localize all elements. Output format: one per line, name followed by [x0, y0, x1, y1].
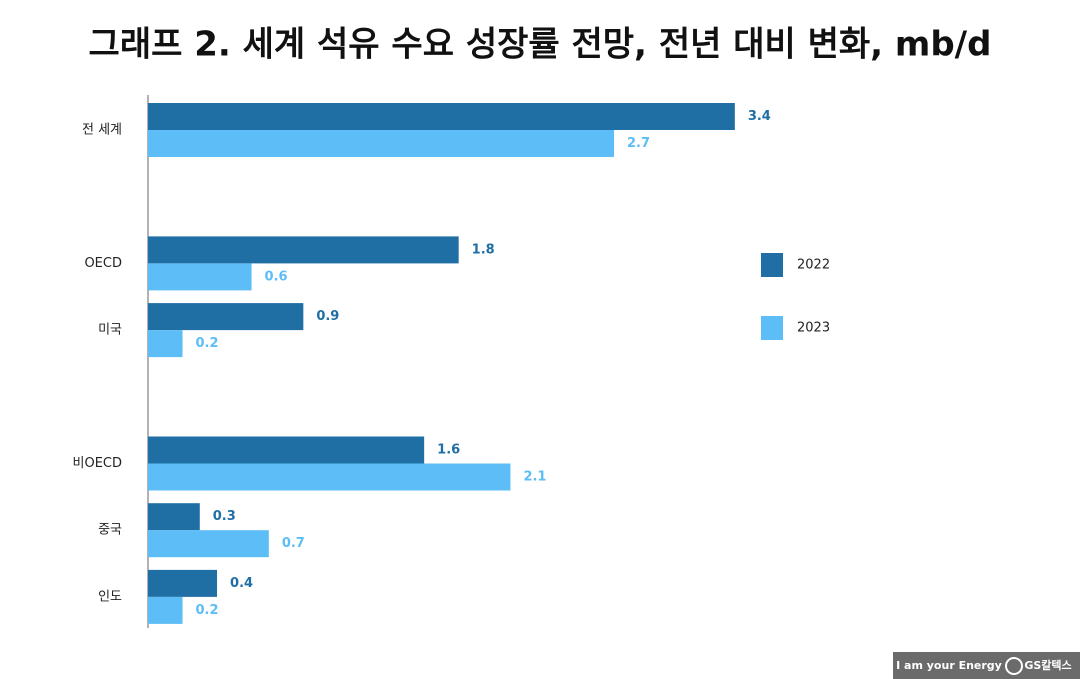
data-label: 1.8 — [472, 242, 495, 257]
y-tick-label: 인도 — [98, 589, 122, 604]
data-label: 2.1 — [523, 470, 546, 485]
footer-brand: GS칼텍스 — [1024, 658, 1071, 672]
legend-swatch — [761, 316, 783, 340]
data-label: 0.3 — [213, 509, 236, 524]
y-tick-label: OECD — [84, 256, 122, 271]
chart-title: 그래프 2. 세계 석유 수요 성장률 전망, 전년 대비 변화, mb/d — [89, 25, 992, 65]
y-tick-label: 미국 — [98, 323, 122, 338]
data-label: 0.6 — [265, 269, 288, 284]
bar — [148, 436, 425, 464]
footer-slogan: I am your Energy — [896, 659, 1002, 672]
y-tick-label: 중국 — [98, 523, 122, 538]
data-label: 3.4 — [748, 109, 771, 124]
data-label: 0.7 — [282, 536, 305, 551]
y-tick-label: 전 세계 — [82, 123, 122, 138]
data-label: 0.2 — [196, 336, 219, 351]
bar — [148, 236, 459, 264]
bar — [148, 503, 200, 531]
data-label: 2.7 — [627, 136, 650, 151]
bar — [148, 303, 304, 331]
data-label: 1.6 — [437, 443, 460, 458]
bar — [148, 530, 269, 558]
legend: 2022 2023 — [761, 253, 830, 340]
bar — [148, 463, 511, 491]
footer-box — [893, 652, 1080, 679]
legend-label: 2023 — [797, 321, 830, 336]
bar — [148, 596, 183, 624]
bar — [148, 569, 218, 597]
bar — [148, 130, 615, 157]
data-label: 0.4 — [230, 576, 253, 591]
logo-icon — [1005, 657, 1023, 675]
bar — [148, 103, 735, 130]
bar — [148, 263, 252, 291]
bar — [148, 330, 183, 358]
legend-label: 2022 — [797, 258, 830, 273]
legend-swatch — [761, 253, 783, 277]
data-label: 0.2 — [196, 603, 219, 618]
data-label: 0.9 — [316, 309, 339, 324]
y-tick-label: 비OECD — [73, 456, 123, 471]
